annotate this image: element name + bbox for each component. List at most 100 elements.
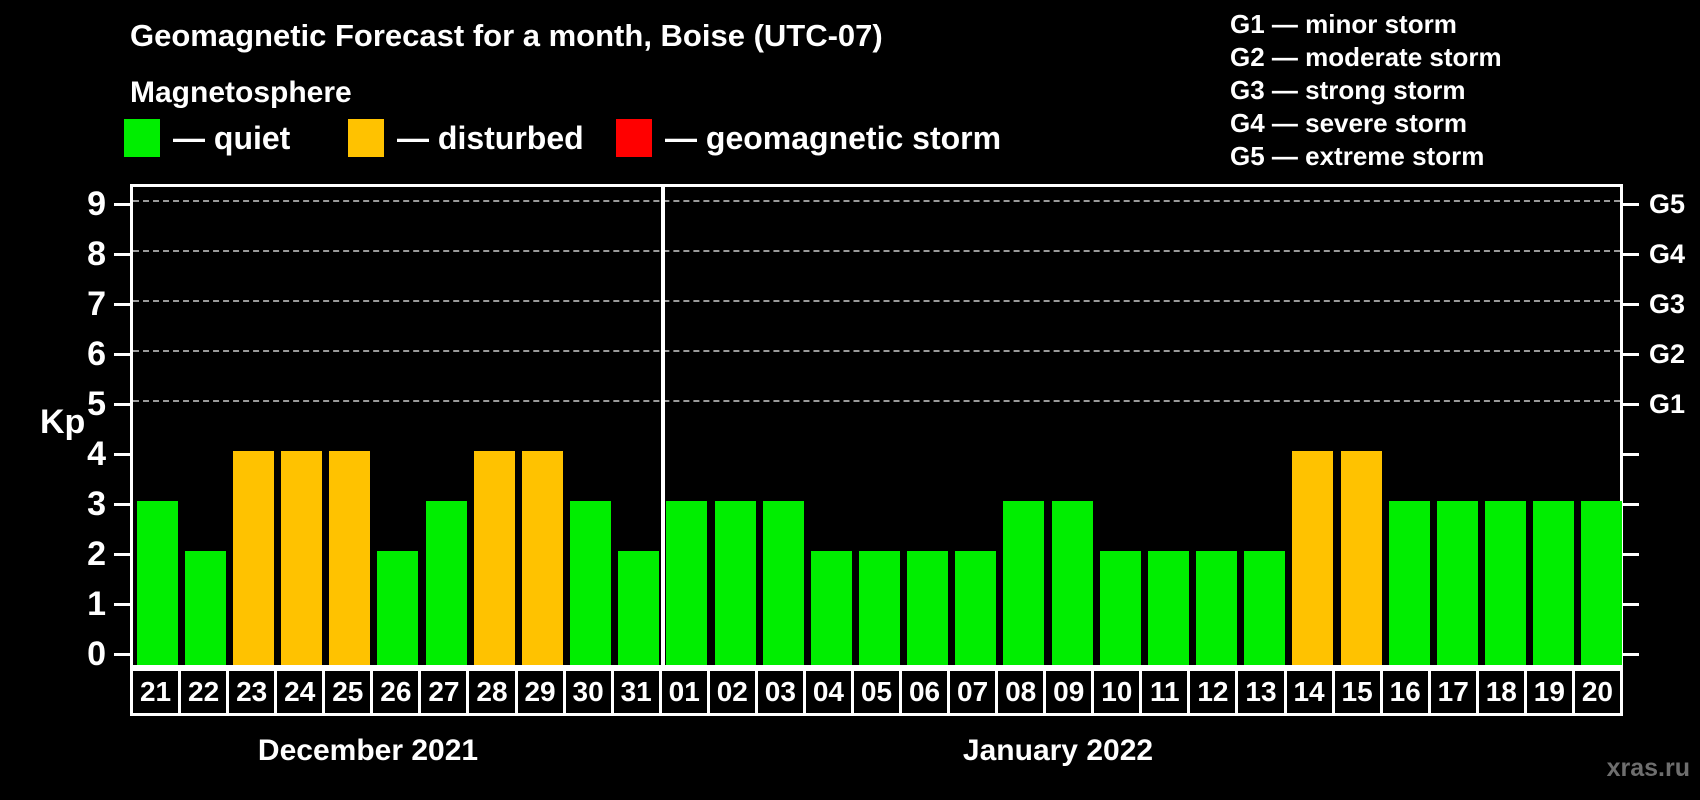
month-separator [660, 187, 665, 665]
y-tick-label-6: 6 [87, 335, 106, 373]
y-tick-label-2: 2 [87, 535, 106, 573]
kp-bar-20 [1581, 501, 1623, 665]
gridline-kp-5 [133, 400, 1620, 402]
day-label-cell: 21 [130, 668, 182, 716]
day-label-cell: 03 [754, 668, 806, 716]
watermark: xras.ru [1606, 754, 1690, 782]
gridline-kp-9 [133, 200, 1620, 202]
month-label: January 2022 [962, 734, 1154, 767]
kp-bar-10 [1099, 551, 1141, 665]
legend-label: — quiet [173, 119, 291, 156]
left-axis-tick [114, 403, 130, 406]
kp-bar-17 [1436, 501, 1478, 665]
status-legend-item-storm: — geomagnetic storm [616, 118, 1001, 158]
y-tick-label-5: 5 [87, 385, 106, 423]
day-label-cell: 24 [274, 668, 326, 716]
day-label-cell: 17 [1427, 668, 1479, 716]
day-label-cell: 12 [1187, 668, 1239, 716]
y-tick-label-4: 4 [87, 435, 106, 473]
day-label-cell: 08 [995, 668, 1047, 716]
gridline-kp-7 [133, 300, 1620, 302]
kp-bar-27 [425, 501, 467, 665]
plot-area [130, 184, 1623, 668]
day-label-cell: 15 [1331, 668, 1383, 716]
storm-scale-item-g4: G4 — severe storm [1230, 108, 1468, 138]
day-label-cell: 01 [658, 668, 710, 716]
left-axis-tick [114, 653, 130, 656]
kp-bar-21 [136, 501, 178, 665]
day-label-cell: 14 [1283, 668, 1335, 716]
kp-bar-07 [955, 551, 997, 665]
right-axis-tick [1623, 653, 1639, 656]
kp-bar-03 [762, 501, 804, 665]
day-label-cell: 31 [610, 668, 662, 716]
day-label-cell: 04 [802, 668, 854, 716]
day-label-cell: 02 [706, 668, 758, 716]
day-label-cell: 30 [562, 668, 614, 716]
kp-bar-04 [810, 551, 852, 665]
legend-label: — disturbed [397, 119, 584, 156]
day-label-cell: 27 [418, 668, 470, 716]
kp-bar-26 [377, 551, 419, 665]
legend-label: — geomagnetic storm [665, 119, 1002, 156]
kp-bar-18 [1485, 501, 1527, 665]
kp-bar-29 [521, 451, 563, 665]
legend-swatch-disturbed-icon [348, 119, 384, 157]
y-axis-label-kp: Kp [40, 403, 86, 441]
left-axis-tick [114, 453, 130, 456]
left-axis-tick [114, 553, 130, 556]
day-label-cell: 28 [466, 668, 518, 716]
day-label-cell: 18 [1475, 668, 1527, 716]
g-scale-label-g1: G1 [1649, 389, 1686, 419]
kp-bar-09 [1051, 501, 1093, 665]
status-legend-item-quiet: — quiet [124, 118, 290, 158]
kp-bar-05 [859, 551, 900, 665]
right-axis-tick [1623, 403, 1639, 406]
g-scale-label-g2: G2 [1649, 339, 1686, 369]
kp-bar-30 [570, 501, 612, 665]
left-axis-tick [114, 353, 130, 356]
y-tick-label-9: 9 [87, 185, 106, 223]
storm-scale-item-g1: G1 — minor storm [1230, 9, 1457, 39]
gridline-kp-6 [133, 350, 1620, 352]
page-title: Geomagnetic Forecast for a month, Boise … [130, 18, 883, 53]
kp-bar-08 [1003, 501, 1045, 665]
month-label: December 2021 [257, 734, 479, 767]
left-axis-tick [114, 253, 130, 256]
day-axis-row: 21 22 23 24 25 26 27 28 29 30 31 01 02 03 04 05 06 07 08 09… [130, 668, 1623, 716]
g-scale-label-g4: G4 [1649, 239, 1686, 269]
storm-scale-legend: G1 — minor storm G2 — moderate storm G3 — … [1230, 8, 1502, 173]
legend-swatch-storm-icon [616, 119, 652, 157]
kp-bar-19 [1533, 501, 1575, 665]
day-label-cell: 19 [1523, 668, 1575, 716]
kp-bar-01 [666, 501, 708, 665]
day-label-cell: 10 [1091, 668, 1143, 716]
kp-bar-14 [1292, 451, 1334, 665]
chart-subtitle: Magnetosphere [130, 76, 352, 109]
day-label-cell: 20 [1571, 668, 1623, 716]
right-axis-tick [1623, 203, 1639, 206]
day-label-cell: 11 [1139, 668, 1191, 716]
kp-bar-12 [1196, 551, 1238, 665]
day-label-cell: 26 [370, 668, 422, 716]
day-label-cell: 25 [322, 668, 374, 716]
status-legend-item-disturbed: — disturbed [348, 118, 584, 158]
kp-bar-23 [232, 451, 274, 665]
y-tick-label-8: 8 [87, 235, 106, 273]
left-axis-tick [114, 603, 130, 606]
day-label-cell: 09 [1043, 668, 1095, 716]
y-tick-label-3: 3 [87, 485, 106, 523]
kp-bar-06 [907, 551, 949, 665]
kp-bar-31 [618, 551, 660, 665]
y-tick-label-1: 1 [87, 585, 106, 623]
y-tick-label-7: 7 [87, 285, 106, 323]
day-label-cell: 13 [1235, 668, 1287, 716]
kp-bar-22 [184, 551, 226, 665]
storm-scale-item-g5: G5 — extreme storm [1230, 141, 1485, 171]
storm-scale-item-g2: G2 — moderate storm [1230, 42, 1502, 72]
gridline-kp-8 [133, 250, 1620, 252]
storm-scale-item-g3: G3 — strong storm [1230, 75, 1466, 105]
day-label-cell: 07 [947, 668, 999, 716]
plot-inner [133, 187, 1623, 665]
right-axis-tick [1623, 603, 1639, 606]
